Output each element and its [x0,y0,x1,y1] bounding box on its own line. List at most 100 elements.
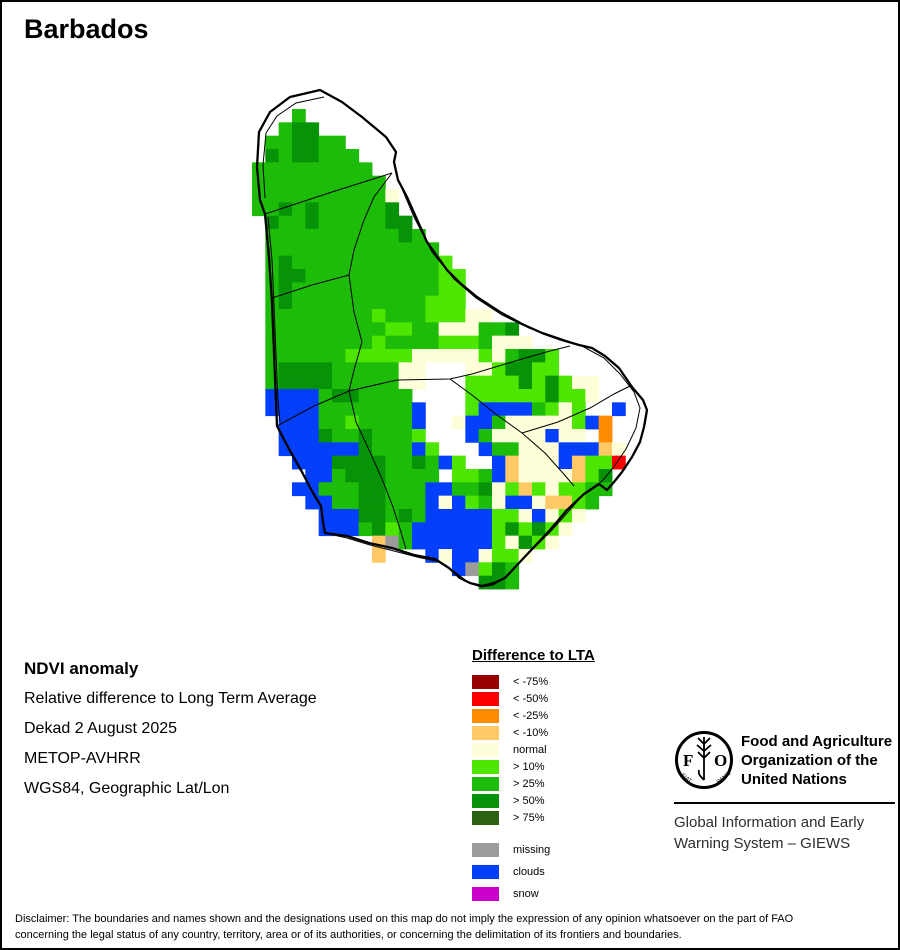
raster-cell [505,548,520,563]
raster-cell [585,468,600,483]
raster-cell [358,362,373,377]
raster-cell [518,482,533,497]
raster-cell [425,442,440,457]
raster-cell [372,375,386,390]
legend-label: > 50% [513,794,545,807]
raster-cell [345,322,360,337]
fao-divider [674,802,895,804]
raster-cell [385,348,400,363]
raster-cell [531,508,546,523]
raster-cell [345,455,360,470]
raster-cell [438,522,453,537]
raster-cell [571,468,586,483]
raster-cell [265,135,280,150]
raster-cell [278,135,293,150]
raster-cell [305,255,320,270]
raster-cell [412,375,426,390]
raster-cell [558,495,573,510]
raster-cell [465,402,480,417]
raster-cell [318,468,333,483]
raster-cell [345,255,360,270]
raster-cell [358,415,373,430]
raster-cell [372,388,386,403]
raster-cell [372,322,386,337]
raster-cell [425,348,440,363]
raster-cell [292,188,306,203]
raster-cell [518,335,533,350]
raster-cell [385,228,400,243]
raster-cell [478,428,493,443]
raster-cell [318,215,333,230]
raster-cell [358,295,373,310]
raster-cell [452,468,466,483]
raster-cell [385,428,400,443]
raster-cell [385,495,400,510]
raster-cell [265,149,280,163]
raster-cell [585,388,600,403]
raster-cell [358,522,373,537]
raster-cell [438,348,453,363]
raster-cell [425,508,440,523]
raster-cell [491,535,506,550]
raster-cell [332,149,346,163]
raster-cell [318,322,333,337]
raster-cell [332,455,346,470]
raster-cell [372,508,386,523]
raster-cell [372,335,386,350]
raster-cell [585,455,600,470]
raster-cell [385,388,400,403]
raster-cell [292,268,306,283]
raster-cell [491,348,506,363]
raster-cell [278,162,293,177]
raster-cell [518,388,533,403]
raster-cell [372,455,386,470]
raster-cell [398,242,413,257]
raster-cell [478,415,493,430]
raster-cell [278,242,293,257]
raster-cell [558,522,573,537]
raster-cell [452,455,466,470]
raster-cell [292,228,306,243]
raster-cell [278,175,293,190]
raster-cell [491,455,506,470]
raster-cell [318,202,333,217]
raster-cell [292,388,306,403]
raster-cell [505,375,520,390]
raster-cell [318,348,333,363]
raster-cell [465,522,480,537]
raster-cell [398,348,413,363]
raster-cell [438,255,453,270]
raster-cell [412,442,426,457]
raster-cell [531,402,546,417]
raster-cell [505,442,520,457]
raster-cell [598,428,613,443]
raster-cell [518,508,533,523]
raster-cell [372,202,386,217]
raster-cell [305,295,320,310]
raster-cell [438,535,453,550]
raster-cell [491,548,506,563]
raster-cell [372,348,386,363]
raster-cell [332,348,346,363]
raster-cell [385,255,400,270]
raster-cell [305,242,320,257]
raster-cell [571,455,586,470]
raster-cell [332,482,346,497]
raster-cell [412,522,426,537]
raster-cell [478,495,493,510]
raster-cell [545,442,560,457]
raster-cell [398,468,413,483]
raster-cell [478,322,493,337]
raster-cell [318,402,333,417]
raster-cell [558,428,573,443]
raster-cell [345,362,360,377]
raster-cell [491,375,506,390]
raster-cell [332,242,346,257]
raster-cell [372,428,386,443]
legend-label: normal [513,743,547,756]
raster-cell [372,175,386,190]
raster-cell [278,295,293,310]
raster-cell [585,495,600,510]
raster-cell [318,188,333,203]
raster-cell [358,482,373,497]
